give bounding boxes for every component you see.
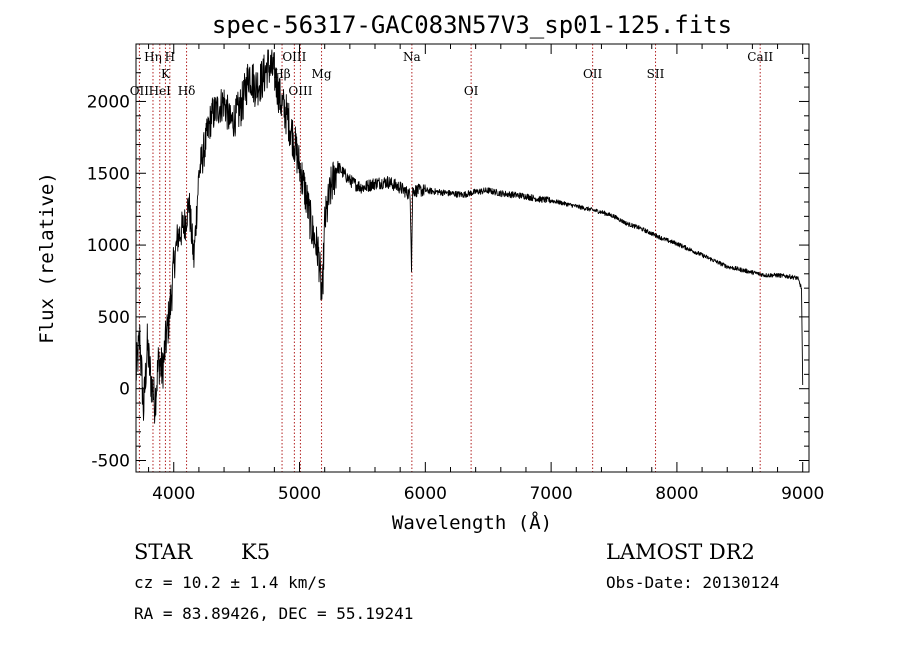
line-marker-label: CaII <box>747 50 773 64</box>
spectrum-layer <box>135 49 804 424</box>
x-tick-label: 9000 <box>781 484 824 504</box>
x-tick-label: 4000 <box>152 484 195 504</box>
line-marker-label: Hβ <box>273 67 290 81</box>
survey-name: LAMOST DR2 <box>606 540 755 564</box>
y-tick-label: -500 <box>91 452 130 472</box>
x-tick-label: 8000 <box>655 484 698 504</box>
x-axis-label: Wavelength (Å) <box>392 511 552 534</box>
line-marker-label: SII <box>647 67 665 81</box>
object-subclass: K5 <box>241 540 270 564</box>
line-marker-label: HeI <box>149 84 172 98</box>
line-marker-label: Hδ <box>178 84 196 98</box>
y-tick-label: 1500 <box>87 164 130 184</box>
y-tick-label: 0 <box>119 380 130 400</box>
y-tick-label: 2000 <box>87 92 130 112</box>
line-marker-label: OIII <box>288 84 312 98</box>
x-tick-label: 6000 <box>404 484 447 504</box>
sky-coordinates: RA = 83.89426, DEC = 55.19241 <box>134 604 413 623</box>
y-axis-label: Flux (relative) <box>36 172 58 344</box>
line-marker-label: OII <box>130 84 150 98</box>
x-tick-label: 5000 <box>278 484 321 504</box>
object-type: STAR <box>134 540 193 564</box>
line-marker-label: Na <box>403 50 421 64</box>
x-axis: 4000 5000 6000 7000 8000 9000 <box>148 44 824 504</box>
observation-date: Obs-Date: 20130124 <box>606 573 779 592</box>
x-tick-label: 7000 <box>529 484 572 504</box>
line-marker-label: K <box>161 67 171 81</box>
plot-frame <box>135 43 810 473</box>
y-tick-label: 500 <box>98 308 130 328</box>
spectrum-series <box>135 49 804 424</box>
line-marker-label: OIII <box>282 50 306 64</box>
line-marker-label: H <box>165 50 175 64</box>
chart-title: spec-56317-GAC083N57V3_sp01-125.fits <box>212 11 732 39</box>
redshift-cz: cz = 10.2 ± 1.4 km/s <box>134 573 327 592</box>
line-marker-label: OII <box>583 67 603 81</box>
y-tick-label: 1000 <box>87 236 130 256</box>
line-marker-label: Mg <box>312 67 332 81</box>
y-axis: -500 0 500 1000 1500 2000 <box>87 57 809 472</box>
line-marker-label: OI <box>464 84 479 98</box>
line-marker-label: Hη <box>144 50 162 64</box>
